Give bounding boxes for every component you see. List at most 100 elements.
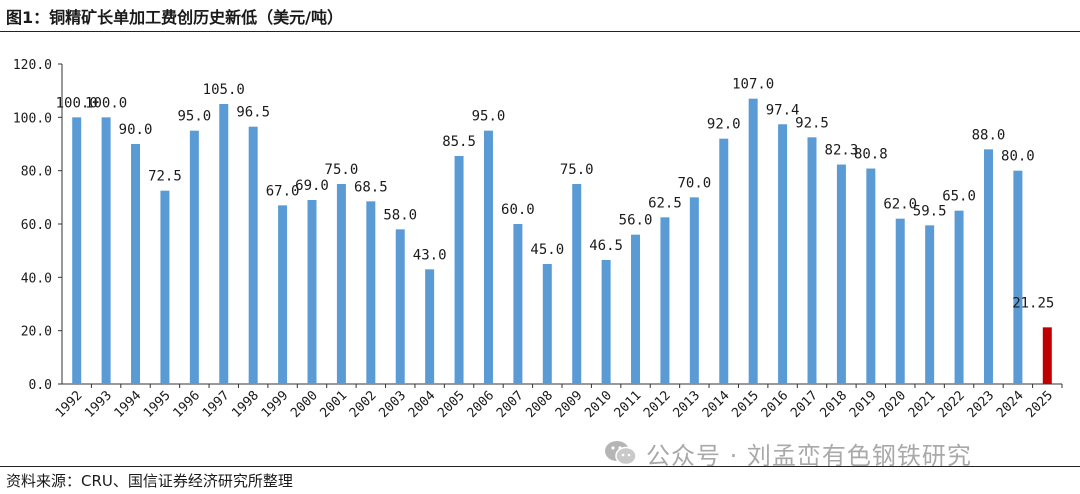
bar-2015 [748,98,758,385]
data-label-2013: 70.0 [677,175,711,191]
x-tick-labels: 1992199319941995199619971998199920002001… [53,384,1063,421]
data-label-1994: 90.0 [119,122,153,138]
data-label-2011: 56.0 [619,213,653,229]
bar-2000 [307,200,317,384]
x-tick-label-2021: 2021 [906,388,939,421]
bottom-divider [0,466,1080,467]
x-tick-label-2017: 2017 [788,388,821,421]
bar-2002 [366,201,376,384]
x-tick-label-2012: 2012 [641,388,674,421]
x-tick-label-1993: 1993 [82,388,115,421]
data-label-2024: 80.0 [1001,149,1035,165]
x-tick-label-2009: 2009 [553,388,586,421]
bar-2025 [1042,327,1052,384]
data-label-2007: 60.0 [501,202,535,218]
data-label-2001: 75.0 [325,162,359,178]
data-label-2021: 59.5 [913,203,947,219]
bar-2020 [895,218,905,384]
bar-2007 [513,224,523,384]
data-label-2009: 75.0 [560,162,594,178]
data-label-1998: 96.5 [236,105,270,121]
y-tick-label: 120.0 [13,58,52,73]
bar-2017 [807,137,817,384]
x-tick-label-2016: 2016 [759,388,792,421]
y-tick-label: 40.0 [21,271,52,286]
source-note: 资料来源：CRU、国信证券经济研究所整理 [6,472,293,490]
watermark-text: 公众号 · 刘孟峦有色钢铁研究 [646,441,972,470]
bar-2003 [395,229,405,384]
bar-2019 [866,168,876,384]
x-tick-label-2013: 2013 [670,388,703,421]
data-label-2006: 95.0 [472,109,506,125]
data-label-2005: 85.5 [442,134,476,150]
data-label-2017: 92.5 [795,115,829,131]
data-label-2020: 62.0 [883,197,917,213]
wechat-icon [605,441,637,466]
data-label-2003: 58.0 [383,207,417,223]
data-label-2022: 65.0 [942,189,976,205]
data-label-2008: 45.0 [530,242,564,258]
y-tick-label: 0.0 [29,378,52,393]
bar-1999 [278,205,288,384]
data-label-2012: 62.5 [648,195,682,211]
data-label-2014: 92.0 [707,117,741,133]
x-tick-label-2011: 2011 [612,388,645,421]
data-label-2000: 69.0 [295,178,329,194]
x-tick-label-2024: 2024 [994,388,1027,421]
x-tick-label-1996: 1996 [170,388,203,421]
x-tick-label-2018: 2018 [817,388,850,421]
bar-2001 [336,184,346,384]
y-tick-label: 100.0 [13,111,52,126]
data-label-2004: 43.0 [413,247,447,263]
bar-1996 [189,130,199,384]
bar-1997 [219,104,229,384]
data-label-1999: 67.0 [266,183,300,199]
x-tick-label-2010: 2010 [582,388,615,421]
x-tick-label-1994: 1994 [112,388,145,421]
bar-2010 [601,260,611,384]
bar-2011 [631,234,641,384]
bar-2013 [689,197,699,384]
x-tick-label-2002: 2002 [347,388,380,421]
y-tick-label: 20.0 [21,325,52,340]
x-tick-label-2015: 2015 [729,388,762,421]
bar-2014 [719,138,729,384]
x-tick-label-2025: 2025 [1023,388,1056,421]
data-label-1993: 100.0 [85,95,127,111]
data-label-1996: 95.0 [177,109,211,125]
x-tick-label-2007: 2007 [494,388,527,421]
x-tick-label-1997: 1997 [200,388,233,421]
data-label-2019: 80.8 [854,147,888,163]
x-tick-label-2008: 2008 [523,388,556,421]
y-tick-label: 80.0 [21,165,52,180]
bar-2005 [454,156,464,384]
x-tick-label-2019: 2019 [847,388,880,421]
x-tick-label-2020: 2020 [876,388,909,421]
bar-2022 [954,210,964,384]
data-label-2002: 68.5 [354,179,388,195]
x-tick-label-2003: 2003 [376,388,409,421]
bar-2024 [1013,170,1023,384]
data-label-2018: 82.3 [825,143,859,159]
x-tick-label-2000: 2000 [288,388,321,421]
bar-2016 [778,124,788,385]
bar-2009 [572,184,582,384]
data-label-2016: 97.4 [766,102,800,118]
x-tick-label-2023: 2023 [965,388,998,421]
x-tick-label-2001: 2001 [317,388,350,421]
x-tick-label-1992: 1992 [53,388,86,421]
bar-1993 [101,117,111,384]
x-tick-label-2014: 2014 [700,388,733,421]
data-label-1997: 105.0 [203,82,245,98]
x-tick-label-1999: 1999 [259,388,292,421]
bar-1995 [160,190,170,384]
bar-2004 [425,269,435,384]
data-label-2010: 46.5 [589,238,623,254]
bars [72,98,1052,385]
bar-1994 [131,144,141,384]
watermark: 公众号 · 刘孟峦有色钢铁研究 [604,433,972,473]
bar-1992 [72,117,82,384]
x-tick-label-1998: 1998 [229,388,262,421]
data-label-2025: 21.25 [1012,295,1054,311]
